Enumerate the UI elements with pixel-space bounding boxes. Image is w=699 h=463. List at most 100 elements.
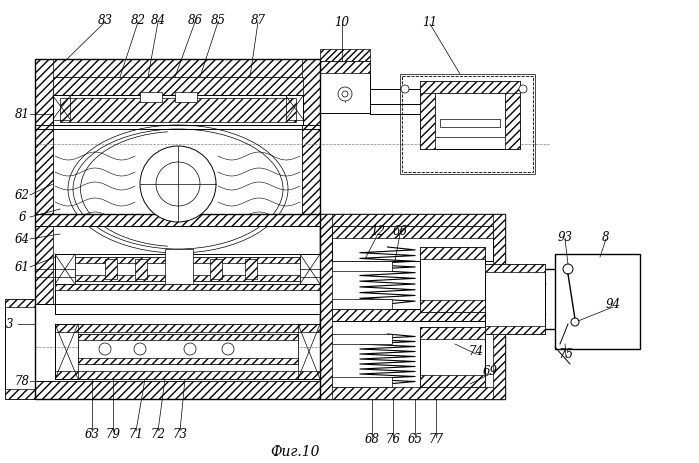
Bar [5, 300, 35, 399]
Bar [402, 77, 533, 173]
Bar [55, 255, 320, 314]
Bar [140, 93, 162, 103]
Text: 3: 3 [6, 318, 14, 331]
Bar [105, 259, 117, 279]
Bar [75, 257, 300, 263]
Bar [135, 259, 147, 279]
Bar [35, 304, 320, 381]
Text: 11: 11 [422, 15, 438, 28]
Bar [286, 96, 303, 121]
Circle shape [140, 147, 216, 223]
Bar [420, 375, 485, 387]
Bar [55, 284, 320, 304]
Bar [245, 259, 257, 279]
Bar [332, 334, 392, 344]
Bar [420, 82, 435, 150]
Bar [35, 381, 320, 399]
Circle shape [519, 86, 527, 94]
Bar [75, 275, 300, 282]
Bar [175, 93, 197, 103]
Bar [420, 247, 485, 313]
Bar [435, 94, 505, 138]
Text: 64: 64 [15, 233, 29, 246]
Bar [35, 60, 320, 78]
Bar [35, 60, 320, 399]
Text: Фиг.10: Фиг.10 [271, 444, 319, 458]
Text: 69: 69 [482, 365, 498, 378]
Bar [332, 309, 493, 321]
Text: 75: 75 [559, 348, 573, 361]
Bar [320, 62, 370, 74]
Bar [35, 126, 53, 216]
Text: 85: 85 [210, 13, 226, 26]
Bar [78, 358, 298, 364]
Text: 87: 87 [250, 13, 266, 26]
Bar [493, 214, 505, 399]
Bar [35, 60, 53, 369]
Bar [555, 255, 640, 349]
Bar [320, 214, 505, 399]
Bar [78, 334, 298, 340]
Bar [55, 324, 78, 379]
Bar [505, 82, 520, 150]
Bar [5, 389, 35, 399]
Bar [420, 327, 485, 387]
Text: 66: 66 [393, 225, 408, 238]
Bar [55, 284, 320, 290]
Text: 79: 79 [106, 427, 120, 441]
Bar [53, 78, 303, 96]
Text: 93: 93 [558, 231, 572, 244]
Bar [35, 214, 320, 226]
Bar [420, 82, 520, 94]
Text: 6: 6 [18, 211, 26, 224]
Bar [55, 324, 320, 379]
Bar [320, 50, 370, 62]
Text: 61: 61 [15, 261, 29, 274]
Circle shape [134, 343, 146, 355]
Text: 74: 74 [468, 345, 484, 358]
Bar [75, 257, 300, 282]
Bar [332, 226, 493, 262]
Bar [332, 377, 392, 387]
Bar [485, 326, 545, 334]
Bar [332, 226, 493, 238]
Circle shape [563, 264, 573, 275]
Circle shape [156, 163, 200, 206]
Bar [332, 262, 392, 271]
Bar [320, 214, 332, 399]
Bar [55, 255, 75, 284]
Bar [302, 126, 320, 216]
Bar [420, 327, 485, 339]
Text: 62: 62 [15, 189, 29, 202]
Bar [5, 300, 35, 307]
Bar [302, 60, 320, 214]
Text: 78: 78 [15, 375, 29, 388]
Bar [53, 96, 70, 121]
Bar [78, 334, 298, 364]
Bar [332, 300, 392, 309]
Circle shape [99, 343, 111, 355]
Text: 63: 63 [85, 427, 99, 441]
Text: 82: 82 [131, 13, 145, 26]
Text: 84: 84 [150, 13, 166, 26]
Text: 12: 12 [370, 225, 386, 238]
Bar [440, 120, 500, 128]
Bar [60, 99, 296, 123]
Bar [485, 264, 545, 272]
Bar [300, 255, 320, 284]
Text: 68: 68 [364, 432, 380, 445]
Bar [55, 371, 320, 379]
Bar [320, 214, 505, 226]
Text: 73: 73 [173, 427, 187, 441]
Bar [175, 259, 187, 279]
Bar [298, 324, 320, 379]
Bar [420, 247, 485, 259]
Text: 77: 77 [428, 432, 443, 445]
Circle shape [401, 86, 409, 94]
Bar [53, 96, 303, 126]
Circle shape [571, 319, 579, 326]
Bar [485, 264, 545, 334]
Text: 71: 71 [129, 427, 143, 441]
Text: 76: 76 [386, 432, 401, 445]
Circle shape [184, 343, 196, 355]
